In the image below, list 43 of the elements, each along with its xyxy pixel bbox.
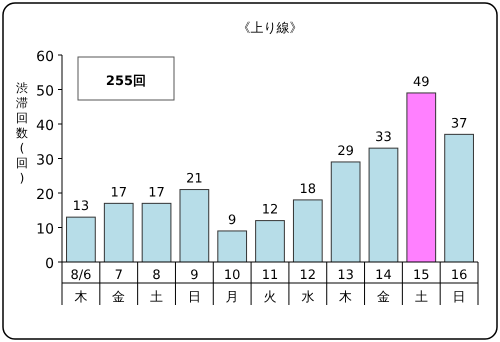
x-tick-label: 12 水 xyxy=(300,268,316,305)
data-label: 18 xyxy=(300,182,316,197)
y-tick-label: 50 xyxy=(36,84,54,100)
bar xyxy=(368,148,398,262)
bar xyxy=(330,161,361,262)
y-tick-label: 0 xyxy=(45,256,54,272)
x-tick-label: 10 月 xyxy=(224,268,240,305)
x-tick-label: 13 木 xyxy=(337,268,354,305)
data-label: 9 xyxy=(228,212,236,228)
y-tick-label: 60 xyxy=(36,49,54,65)
x-tick-label: 16 日 xyxy=(450,268,468,305)
data-label: 12 xyxy=(262,202,278,218)
data-label: 21 xyxy=(186,172,203,187)
chart-title: 《上り線》 xyxy=(238,21,302,36)
data-label: 17 xyxy=(148,185,165,200)
bar xyxy=(179,189,210,262)
x-tick-label: 8/6 木 xyxy=(70,268,92,305)
y-tick-label: 20 xyxy=(36,187,54,203)
data-label: 33 xyxy=(375,130,392,146)
bar xyxy=(104,202,134,262)
x-tick-label: 7 金 xyxy=(112,268,126,305)
x-tick-label: 11 火 xyxy=(262,268,278,305)
bar xyxy=(406,92,436,262)
y-axis-title: 渋滞回数(回) xyxy=(16,81,28,185)
data-label: 29 xyxy=(337,144,354,159)
bar xyxy=(444,134,474,262)
bar xyxy=(142,202,172,262)
y-tick-label: 10 xyxy=(36,222,54,238)
y-tick-label: 30 xyxy=(36,152,54,168)
x-tick-label: 14 金 xyxy=(375,268,392,305)
bar xyxy=(255,220,285,262)
annotation: 255回 xyxy=(106,74,146,89)
x-tick-label: 15 土 xyxy=(413,268,430,305)
bar xyxy=(217,230,248,262)
data-label: 13 xyxy=(72,199,90,214)
x-tick-label: 9 日 xyxy=(188,268,201,305)
bar xyxy=(66,216,96,262)
data-label: 37 xyxy=(450,116,468,132)
y-tick-label: 40 xyxy=(36,118,54,134)
bar xyxy=(292,199,323,262)
x-tick-label: 8 土 xyxy=(150,268,164,305)
data-label: 17 xyxy=(110,185,127,200)
data-label: 49 xyxy=(413,74,430,90)
